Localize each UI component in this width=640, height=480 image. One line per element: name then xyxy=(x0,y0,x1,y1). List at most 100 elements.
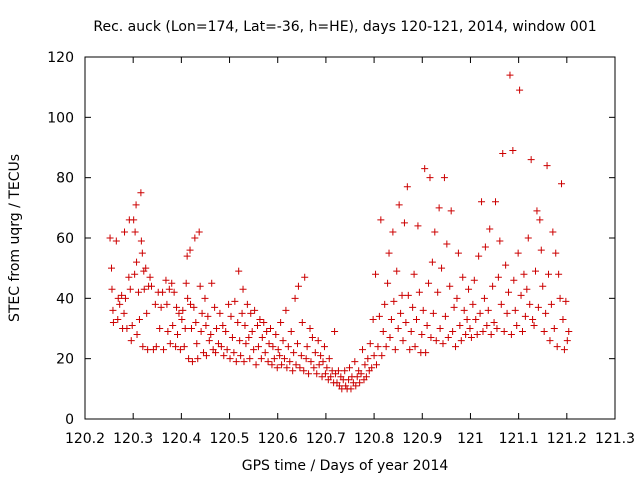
data-point xyxy=(432,337,440,345)
data-point xyxy=(452,343,460,351)
data-point xyxy=(261,349,269,357)
data-point xyxy=(542,309,550,317)
data-point xyxy=(294,282,302,290)
data-point xyxy=(133,331,141,339)
scatter-series xyxy=(106,71,573,393)
data-point xyxy=(217,343,225,351)
data-point xyxy=(226,355,234,363)
data-point xyxy=(560,346,568,354)
data-point xyxy=(227,312,235,320)
data-point xyxy=(179,306,187,314)
data-point xyxy=(478,198,486,206)
data-point xyxy=(313,370,321,378)
data-point xyxy=(453,294,461,302)
data-point xyxy=(181,325,189,332)
data-point xyxy=(547,300,555,308)
data-point xyxy=(460,306,468,314)
data-point xyxy=(558,180,566,188)
data-point xyxy=(362,373,370,381)
data-point xyxy=(334,367,342,375)
data-point xyxy=(469,300,477,308)
data-point xyxy=(195,228,203,236)
data-point xyxy=(323,364,331,372)
data-point xyxy=(356,379,364,387)
data-point xyxy=(434,288,442,296)
data-point xyxy=(459,273,467,281)
data-point xyxy=(506,71,514,79)
data-point xyxy=(507,331,515,339)
data-point xyxy=(502,261,510,269)
data-point xyxy=(341,367,349,375)
data-point xyxy=(514,249,522,257)
data-point xyxy=(272,331,280,339)
data-point xyxy=(151,300,159,308)
data-point xyxy=(135,315,143,323)
data-point xyxy=(114,294,122,302)
data-point xyxy=(373,361,380,369)
data-point xyxy=(121,228,129,236)
data-point xyxy=(260,318,268,326)
data-point xyxy=(208,279,216,287)
data-point xyxy=(521,312,529,320)
data-point xyxy=(527,156,535,164)
data-point xyxy=(223,346,231,354)
data-point xyxy=(374,343,382,351)
data-point xyxy=(438,264,446,272)
data-point xyxy=(359,346,367,354)
data-point xyxy=(211,303,219,311)
data-point xyxy=(192,318,200,326)
data-point xyxy=(395,201,403,209)
data-point xyxy=(384,279,392,287)
data-point xyxy=(303,343,311,351)
data-point xyxy=(387,315,395,323)
data-point xyxy=(277,318,285,326)
data-point xyxy=(411,343,419,351)
data-point xyxy=(232,358,240,366)
data-point xyxy=(524,234,532,242)
data-point xyxy=(173,303,181,311)
data-point xyxy=(296,364,304,372)
data-point xyxy=(108,264,115,272)
y-tick-label: 60 xyxy=(56,231,74,247)
data-point xyxy=(318,373,326,381)
data-point xyxy=(404,291,412,299)
data-point xyxy=(470,276,478,284)
data-point xyxy=(230,349,238,357)
data-point xyxy=(263,328,271,336)
data-point xyxy=(149,346,157,354)
data-point xyxy=(147,282,155,290)
data-point xyxy=(172,343,180,351)
data-point xyxy=(414,222,422,230)
data-point xyxy=(352,382,360,390)
data-point xyxy=(239,285,247,293)
data-point xyxy=(178,315,186,323)
data-point xyxy=(379,328,387,336)
data-point xyxy=(165,285,173,293)
x-tick-label: 120.6 xyxy=(258,431,298,447)
data-point xyxy=(241,321,249,329)
data-point xyxy=(140,285,148,293)
data-point xyxy=(400,219,408,227)
data-point xyxy=(563,337,571,345)
data-point xyxy=(184,294,192,302)
data-point xyxy=(205,337,213,345)
data-point xyxy=(493,325,501,332)
data-point xyxy=(174,331,182,339)
data-point xyxy=(447,207,455,215)
data-point xyxy=(520,270,528,278)
data-point xyxy=(327,373,335,381)
data-point xyxy=(393,267,401,275)
data-point xyxy=(409,303,417,311)
data-point xyxy=(402,318,410,326)
data-point xyxy=(454,249,462,257)
data-point xyxy=(497,300,505,308)
data-point xyxy=(245,334,253,342)
data-point xyxy=(518,328,526,336)
data-point xyxy=(160,346,168,354)
data-point xyxy=(462,331,470,339)
data-point xyxy=(118,291,126,299)
data-point xyxy=(550,325,558,332)
data-point xyxy=(175,309,183,317)
data-point xyxy=(131,270,139,278)
data-point xyxy=(389,228,397,236)
